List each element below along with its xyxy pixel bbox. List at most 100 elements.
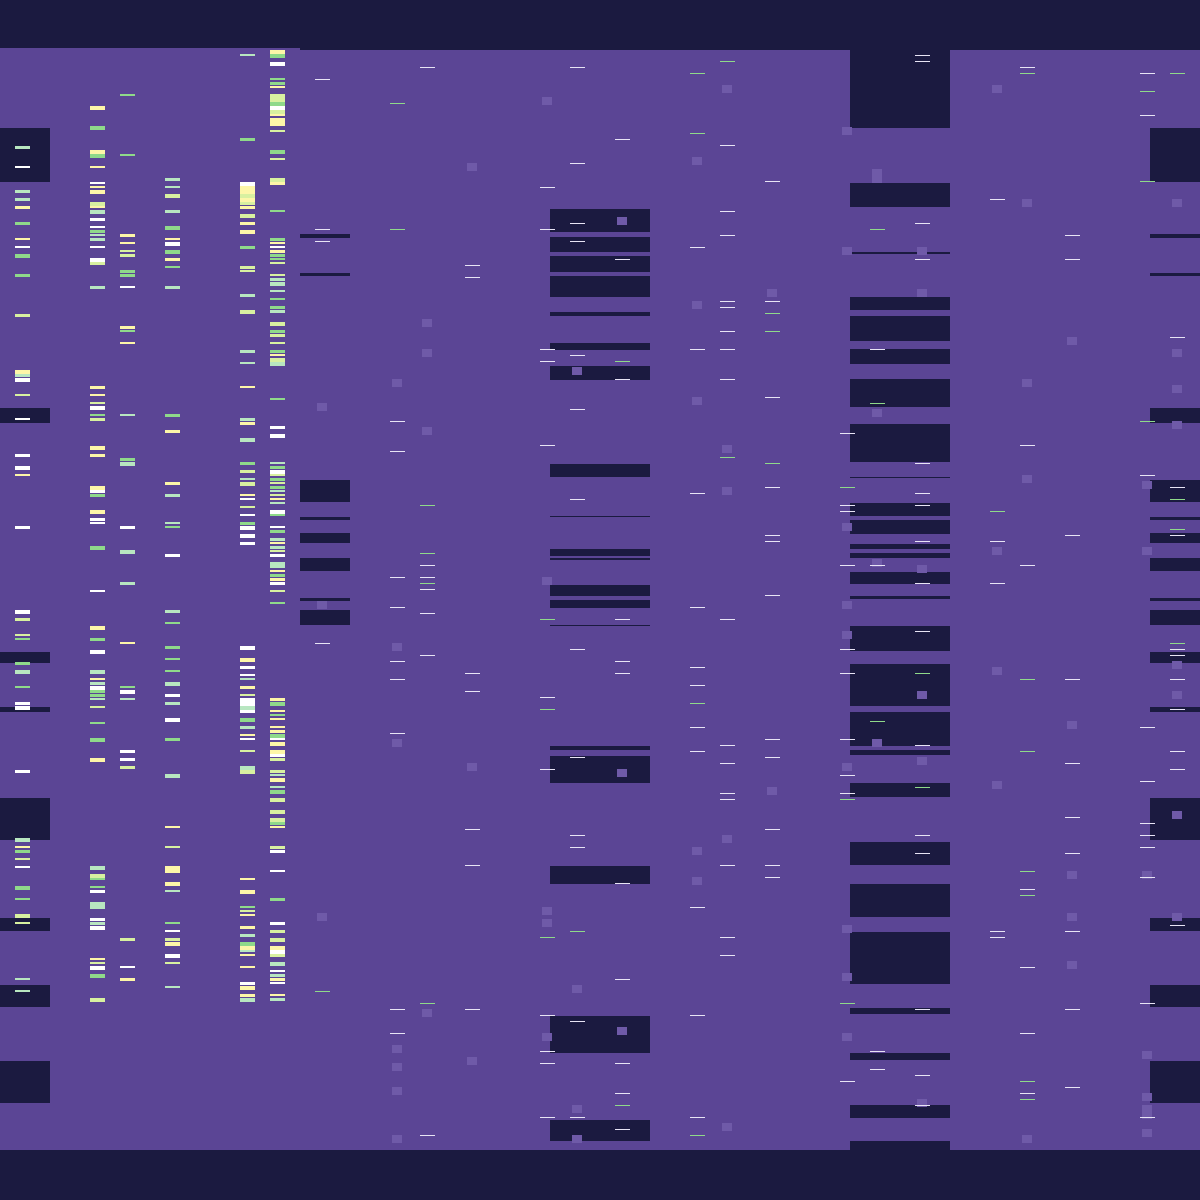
tick-line <box>690 607 705 608</box>
tick-line <box>615 379 630 380</box>
stripe <box>165 266 180 268</box>
stripe <box>90 522 105 524</box>
dark-block <box>300 598 350 601</box>
stripe <box>270 478 285 481</box>
stripe <box>90 678 105 680</box>
stripe <box>270 102 285 106</box>
tick-line <box>1140 421 1155 422</box>
faint-mark <box>722 85 732 93</box>
stripe <box>270 86 285 88</box>
faint-mark <box>992 667 1002 675</box>
stripe <box>270 962 285 966</box>
tick-line <box>465 673 480 674</box>
stripe <box>90 490 105 493</box>
stripe <box>240 542 255 545</box>
tick-line <box>1170 535 1185 536</box>
stripe <box>165 890 180 892</box>
stripe <box>90 218 105 221</box>
stripe <box>240 478 255 480</box>
stripe <box>240 506 255 508</box>
stripe <box>120 966 135 968</box>
stripe <box>240 310 255 314</box>
stripe <box>15 254 30 258</box>
faint-mark <box>1172 913 1182 921</box>
stripe <box>15 846 30 848</box>
stripe <box>240 678 255 680</box>
faint-mark <box>1142 1105 1152 1113</box>
tick-line <box>390 1033 405 1034</box>
stripe <box>240 982 255 985</box>
tick-line <box>1170 487 1185 488</box>
faint-mark <box>392 643 402 651</box>
stripe <box>240 914 255 916</box>
tick-line <box>1020 445 1035 446</box>
tick-line <box>915 787 930 788</box>
stripe <box>270 242 285 244</box>
tick-line <box>765 541 780 542</box>
stripe <box>270 950 285 954</box>
tick-line <box>390 607 405 608</box>
stripe <box>165 922 180 924</box>
stripe <box>90 454 105 457</box>
faint-mark <box>842 1033 852 1041</box>
faint-mark <box>992 781 1002 789</box>
tick-line <box>1065 679 1080 680</box>
stripe <box>15 618 30 621</box>
tick-line <box>690 667 705 668</box>
stripe <box>240 206 255 209</box>
faint-mark <box>1022 1135 1032 1143</box>
stripe <box>15 146 30 149</box>
tick-line <box>915 835 930 836</box>
faint-mark <box>1172 421 1182 429</box>
stripe <box>15 378 30 382</box>
tick-line <box>1065 1009 1080 1010</box>
faint-mark <box>722 1123 732 1131</box>
tick-line <box>540 1063 555 1064</box>
tick-line <box>990 583 1005 584</box>
stripe <box>240 482 255 486</box>
tick-line <box>720 745 735 746</box>
tick-line <box>765 463 780 464</box>
tick-line <box>570 847 585 848</box>
faint-mark <box>1142 1129 1152 1137</box>
stripe <box>270 718 285 720</box>
faint-mark <box>1142 1051 1152 1059</box>
tick-line <box>1170 529 1185 530</box>
faint-mark <box>872 559 882 567</box>
dark-block <box>550 209 650 232</box>
stripe <box>240 994 255 997</box>
stripe <box>15 914 30 918</box>
faint-mark <box>917 247 927 255</box>
tick-line <box>840 487 855 488</box>
tick-line <box>915 505 930 506</box>
dark-block <box>850 252 950 254</box>
stripe <box>240 350 255 353</box>
stripe <box>240 686 255 689</box>
faint-mark <box>1067 721 1077 729</box>
stripe <box>120 690 135 694</box>
stripe <box>240 190 255 194</box>
stripe <box>15 610 30 614</box>
faint-mark <box>842 925 852 933</box>
tick-line <box>765 301 780 302</box>
stripe <box>270 578 285 581</box>
tick-line <box>420 1135 435 1136</box>
stripe <box>270 254 285 257</box>
faint-mark <box>422 427 432 435</box>
tick-line <box>465 277 480 278</box>
tick-line <box>1140 115 1155 116</box>
stripe <box>270 114 285 116</box>
tick-line <box>915 1075 930 1076</box>
stripe <box>120 750 135 753</box>
faint-mark <box>872 169 882 177</box>
dark-block <box>850 932 950 984</box>
stripe <box>90 918 105 921</box>
faint-mark <box>692 847 702 855</box>
stripe <box>90 926 105 930</box>
tick-line <box>570 67 585 68</box>
stripe <box>120 274 135 277</box>
faint-mark <box>617 217 627 225</box>
dark-block <box>850 783 950 797</box>
stripe <box>270 770 285 773</box>
stripe <box>15 206 30 209</box>
